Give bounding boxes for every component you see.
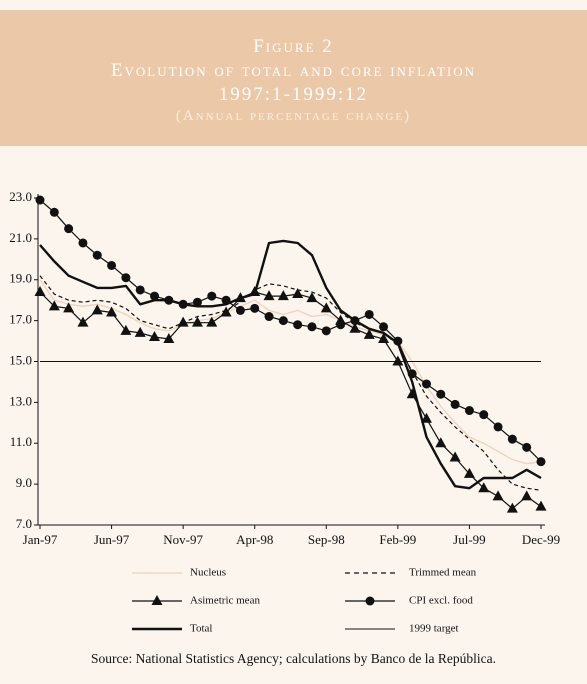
data-point (306, 292, 318, 303)
data-point (278, 316, 288, 326)
data-point (107, 260, 117, 270)
data-point (220, 306, 232, 317)
data-point (177, 316, 189, 327)
x-tick-label: Dec-99 (522, 532, 560, 547)
data-point (63, 302, 75, 313)
data-point (264, 312, 274, 322)
data-point (163, 333, 175, 344)
y-tick-label: 23.0 (9, 189, 32, 204)
x-tick-label: Jul-99 (453, 532, 486, 547)
data-point (191, 316, 203, 327)
data-point (507, 434, 517, 444)
legend-marker (365, 596, 375, 606)
data-point (92, 250, 102, 260)
data-point (121, 273, 131, 283)
data-point (307, 322, 317, 332)
header-band: Figure 2 Evolution of total and core inf… (0, 10, 587, 146)
data-point (493, 422, 503, 432)
data-point (463, 467, 475, 478)
y-tick-label: 11.0 (10, 434, 32, 449)
data-point (421, 379, 431, 389)
data-point (449, 451, 461, 462)
x-tick-label: Sep-98 (308, 532, 345, 547)
x-tick-label: Jun-97 (94, 532, 130, 547)
source-note: Source: National Statistics Agency; calc… (91, 651, 496, 666)
data-point (34, 286, 46, 297)
chart-period: 1997:1-1999:12 (218, 84, 369, 105)
series-line (39, 239, 542, 490)
data-point (120, 324, 132, 335)
chart-subtitle: (Annual percentage change) (175, 108, 412, 124)
data-point (150, 291, 160, 301)
data-point (78, 238, 88, 248)
data-point (250, 303, 260, 313)
data-point (192, 297, 202, 307)
data-point (535, 500, 547, 511)
data-point (48, 300, 60, 311)
data-point (35, 195, 45, 205)
data-point (135, 285, 145, 295)
y-tick-label: 17.0 (9, 312, 32, 327)
x-tick-label: Feb-99 (379, 532, 416, 547)
data-point (64, 224, 74, 234)
data-point (106, 306, 118, 317)
y-tick-label: 15.0 (9, 352, 32, 367)
data-point (478, 482, 490, 493)
data-point (479, 410, 489, 420)
data-point (321, 326, 331, 336)
x-tick-label: Apr-98 (236, 532, 273, 547)
series-line (39, 279, 542, 465)
series-line (39, 199, 542, 463)
data-point (393, 336, 403, 346)
legend-label: Nucleus (190, 567, 226, 579)
data-point (206, 316, 218, 327)
figure-label: Figure 2 (253, 36, 334, 57)
data-point (149, 330, 161, 341)
data-point (277, 290, 289, 301)
y-tick-label: 9.0 (16, 475, 32, 490)
data-point (364, 309, 374, 319)
data-point (492, 490, 504, 501)
data-point (320, 302, 332, 313)
data-point (506, 502, 518, 513)
series-line (39, 275, 542, 491)
data-point (91, 304, 103, 315)
y-tick-label: 19.0 (9, 271, 32, 286)
data-point (292, 288, 304, 299)
chart-title: Evolution of total and core inflation (110, 60, 477, 81)
data-point (522, 442, 532, 452)
legend-label: 1999 target (409, 623, 459, 635)
x-tick-label: Jan-97 (23, 532, 58, 547)
data-point (235, 305, 245, 315)
data-point (435, 437, 447, 448)
y-tick-label: 13.0 (9, 393, 32, 408)
data-point (420, 412, 432, 423)
data-point (49, 207, 59, 217)
data-point (336, 320, 346, 330)
data-point (436, 389, 446, 399)
data-point (536, 457, 546, 467)
data-point (207, 291, 217, 301)
legend-marker (151, 595, 163, 605)
data-point (349, 322, 361, 333)
data-point (363, 328, 375, 339)
data-point (378, 333, 390, 344)
data-point (77, 316, 89, 327)
y-tick-label: 7.0 (16, 516, 32, 531)
data-point (450, 399, 460, 409)
data-point (134, 326, 146, 337)
legend-label: CPI excl. food (409, 595, 473, 607)
data-point (379, 322, 389, 332)
data-point (464, 406, 474, 416)
legend-label: Asimetric mean (190, 595, 260, 607)
y-tick-label: 21.0 (9, 230, 32, 245)
legend-label: Trimmed mean (409, 567, 477, 579)
legend-label: Total (190, 623, 212, 635)
data-point (392, 355, 404, 366)
data-point (521, 490, 533, 501)
data-point (293, 320, 303, 330)
data-point (263, 290, 275, 301)
x-tick-label: Nov-97 (163, 532, 203, 547)
